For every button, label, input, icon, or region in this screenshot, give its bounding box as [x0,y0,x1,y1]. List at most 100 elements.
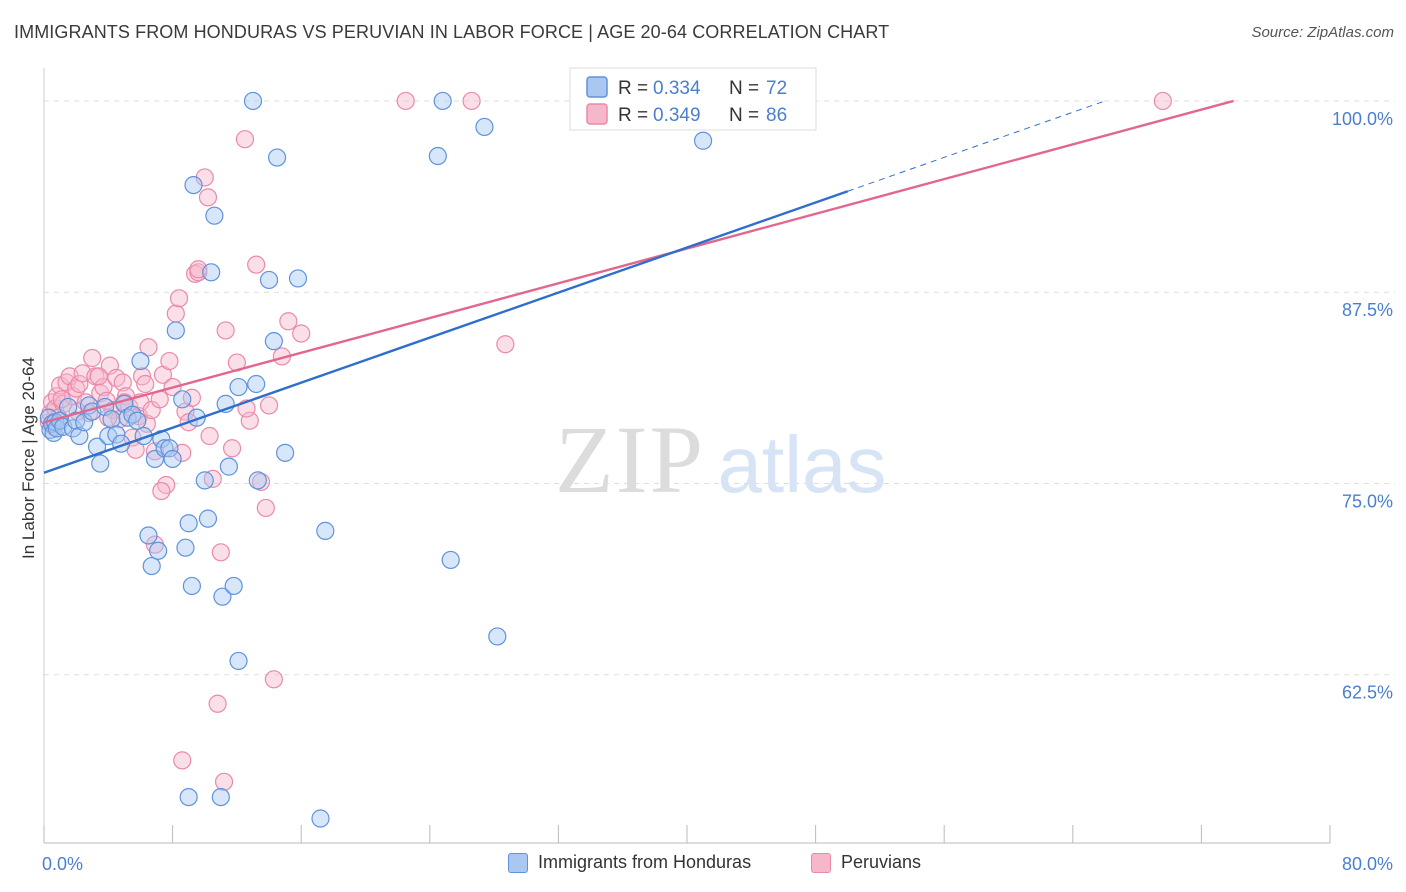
honduras-point[interactable] [316,521,335,540]
honduras-point[interactable] [128,411,147,430]
honduras-point[interactable] [107,425,126,444]
peruvians-point[interactable] [259,396,279,415]
legend-r-value: 0.349 [653,105,701,126]
peruvians-trend-line [43,99,1234,424]
peruvians-point[interactable] [169,289,189,308]
peruvians-point[interactable] [198,188,218,207]
legend-swatch-pink [811,852,831,873]
peruvians-point[interactable] [462,91,481,111]
honduras-trend-extension [847,100,1106,192]
legend-swatch [586,103,608,125]
honduras-point[interactable] [123,405,142,424]
honduras-point[interactable] [70,426,89,446]
peruvians-point[interactable] [214,772,234,791]
honduras-point[interactable] [219,457,238,476]
watermark-atlas: atlas [718,420,887,509]
peruvians-point[interactable] [396,91,415,111]
honduras-point[interactable] [243,91,263,111]
honduras-point[interactable] [131,351,150,371]
honduras-point[interactable] [202,263,221,282]
honduras-point[interactable] [176,538,195,557]
peruvians-point[interactable] [173,751,192,770]
legend-swatch-blue [508,852,528,873]
honduras-point[interactable] [182,576,201,596]
peruvians-point[interactable] [113,373,132,392]
legend-n-value: 72 [766,78,787,99]
peruvians-points [39,91,1172,791]
peruvians-point[interactable] [166,304,185,323]
honduras-point[interactable] [229,377,248,397]
honduras-trend-line [43,190,849,474]
honduras-point[interactable] [102,410,121,429]
honduras-point[interactable] [428,146,447,166]
honduras-point[interactable] [267,148,287,167]
honduras-point[interactable] [276,443,295,462]
honduras-point[interactable] [205,206,224,225]
honduras-point[interactable] [288,269,308,288]
honduras-point[interactable] [163,449,182,469]
honduras-point[interactable] [229,651,248,671]
watermark-zip: ZIP [555,406,705,513]
honduras-point[interactable] [166,321,185,340]
peruvians-point[interactable] [107,368,126,387]
honduras-point[interactable] [211,787,230,807]
honduras-point[interactable] [195,471,214,490]
legend-swatch [586,76,608,98]
honduras-point[interactable] [488,627,507,646]
peruvians-point[interactable] [256,498,275,518]
peruvians-point[interactable] [208,694,227,713]
honduras-point[interactable] [433,91,452,111]
peruvians-point[interactable] [136,374,155,394]
peruvians-point[interactable] [279,312,298,331]
honduras-point[interactable] [247,374,266,394]
peruvians-point[interactable] [139,338,158,357]
chart-title: IMMIGRANTS FROM HONDURAS VS PERUVIAN IN … [14,22,890,42]
axes [43,68,1331,844]
peruvians-point[interactable] [496,335,515,354]
peruvians-point[interactable] [235,130,255,149]
honduras-point[interactable] [693,131,713,150]
legend-item-peruvians[interactable]: Peruvians [811,852,921,873]
x-tick-label: 0.0% [42,854,83,874]
peruvians-point[interactable] [157,475,176,495]
peruvians-point[interactable] [160,351,179,371]
honduras-point[interactable] [184,176,203,195]
honduras-point[interactable] [91,454,110,473]
honduras-point[interactable] [475,117,494,137]
honduras-point[interactable] [259,270,279,290]
honduras-point[interactable] [441,550,460,570]
peruvians-point[interactable] [247,255,266,274]
honduras-point[interactable] [224,576,243,596]
honduras-point[interactable] [311,809,330,828]
peruvians-point[interactable] [152,482,171,501]
legend-box: R = 0.334 N = 72 R = 0.349 N = 86 [569,67,817,131]
legend-r-value: 0.334 [653,78,701,99]
peruvians-point[interactable] [200,426,219,446]
honduras-point[interactable] [198,509,218,528]
peruvians-point[interactable] [264,670,283,689]
peruvians-point[interactable] [216,321,235,340]
peruvians-point[interactable] [83,348,102,368]
honduras-point[interactable] [160,439,179,458]
trend-lines [43,99,1234,474]
watermark: ZIP atlas [555,406,886,513]
honduras-point[interactable] [179,514,198,533]
honduras-point[interactable] [264,332,283,351]
honduras-point[interactable] [173,390,192,409]
honduras-point[interactable] [142,556,161,576]
peruvians-point[interactable] [70,374,89,394]
peruvians-point[interactable] [89,367,108,386]
peruvians-point[interactable] [211,543,230,562]
x-tick-label: 80.0% [1342,854,1393,874]
peruvians-point[interactable] [222,439,242,458]
honduras-point[interactable] [213,587,232,606]
peruvians-point[interactable] [1153,91,1172,111]
legend-item-honduras[interactable]: Immigrants from Honduras [508,852,751,873]
peruvians-point[interactable] [94,377,113,397]
peruvians-point[interactable] [292,324,311,343]
honduras-point[interactable] [248,471,267,490]
honduras-point[interactable] [139,526,158,545]
honduras-point[interactable] [149,541,168,560]
honduras-point[interactable] [179,787,198,807]
